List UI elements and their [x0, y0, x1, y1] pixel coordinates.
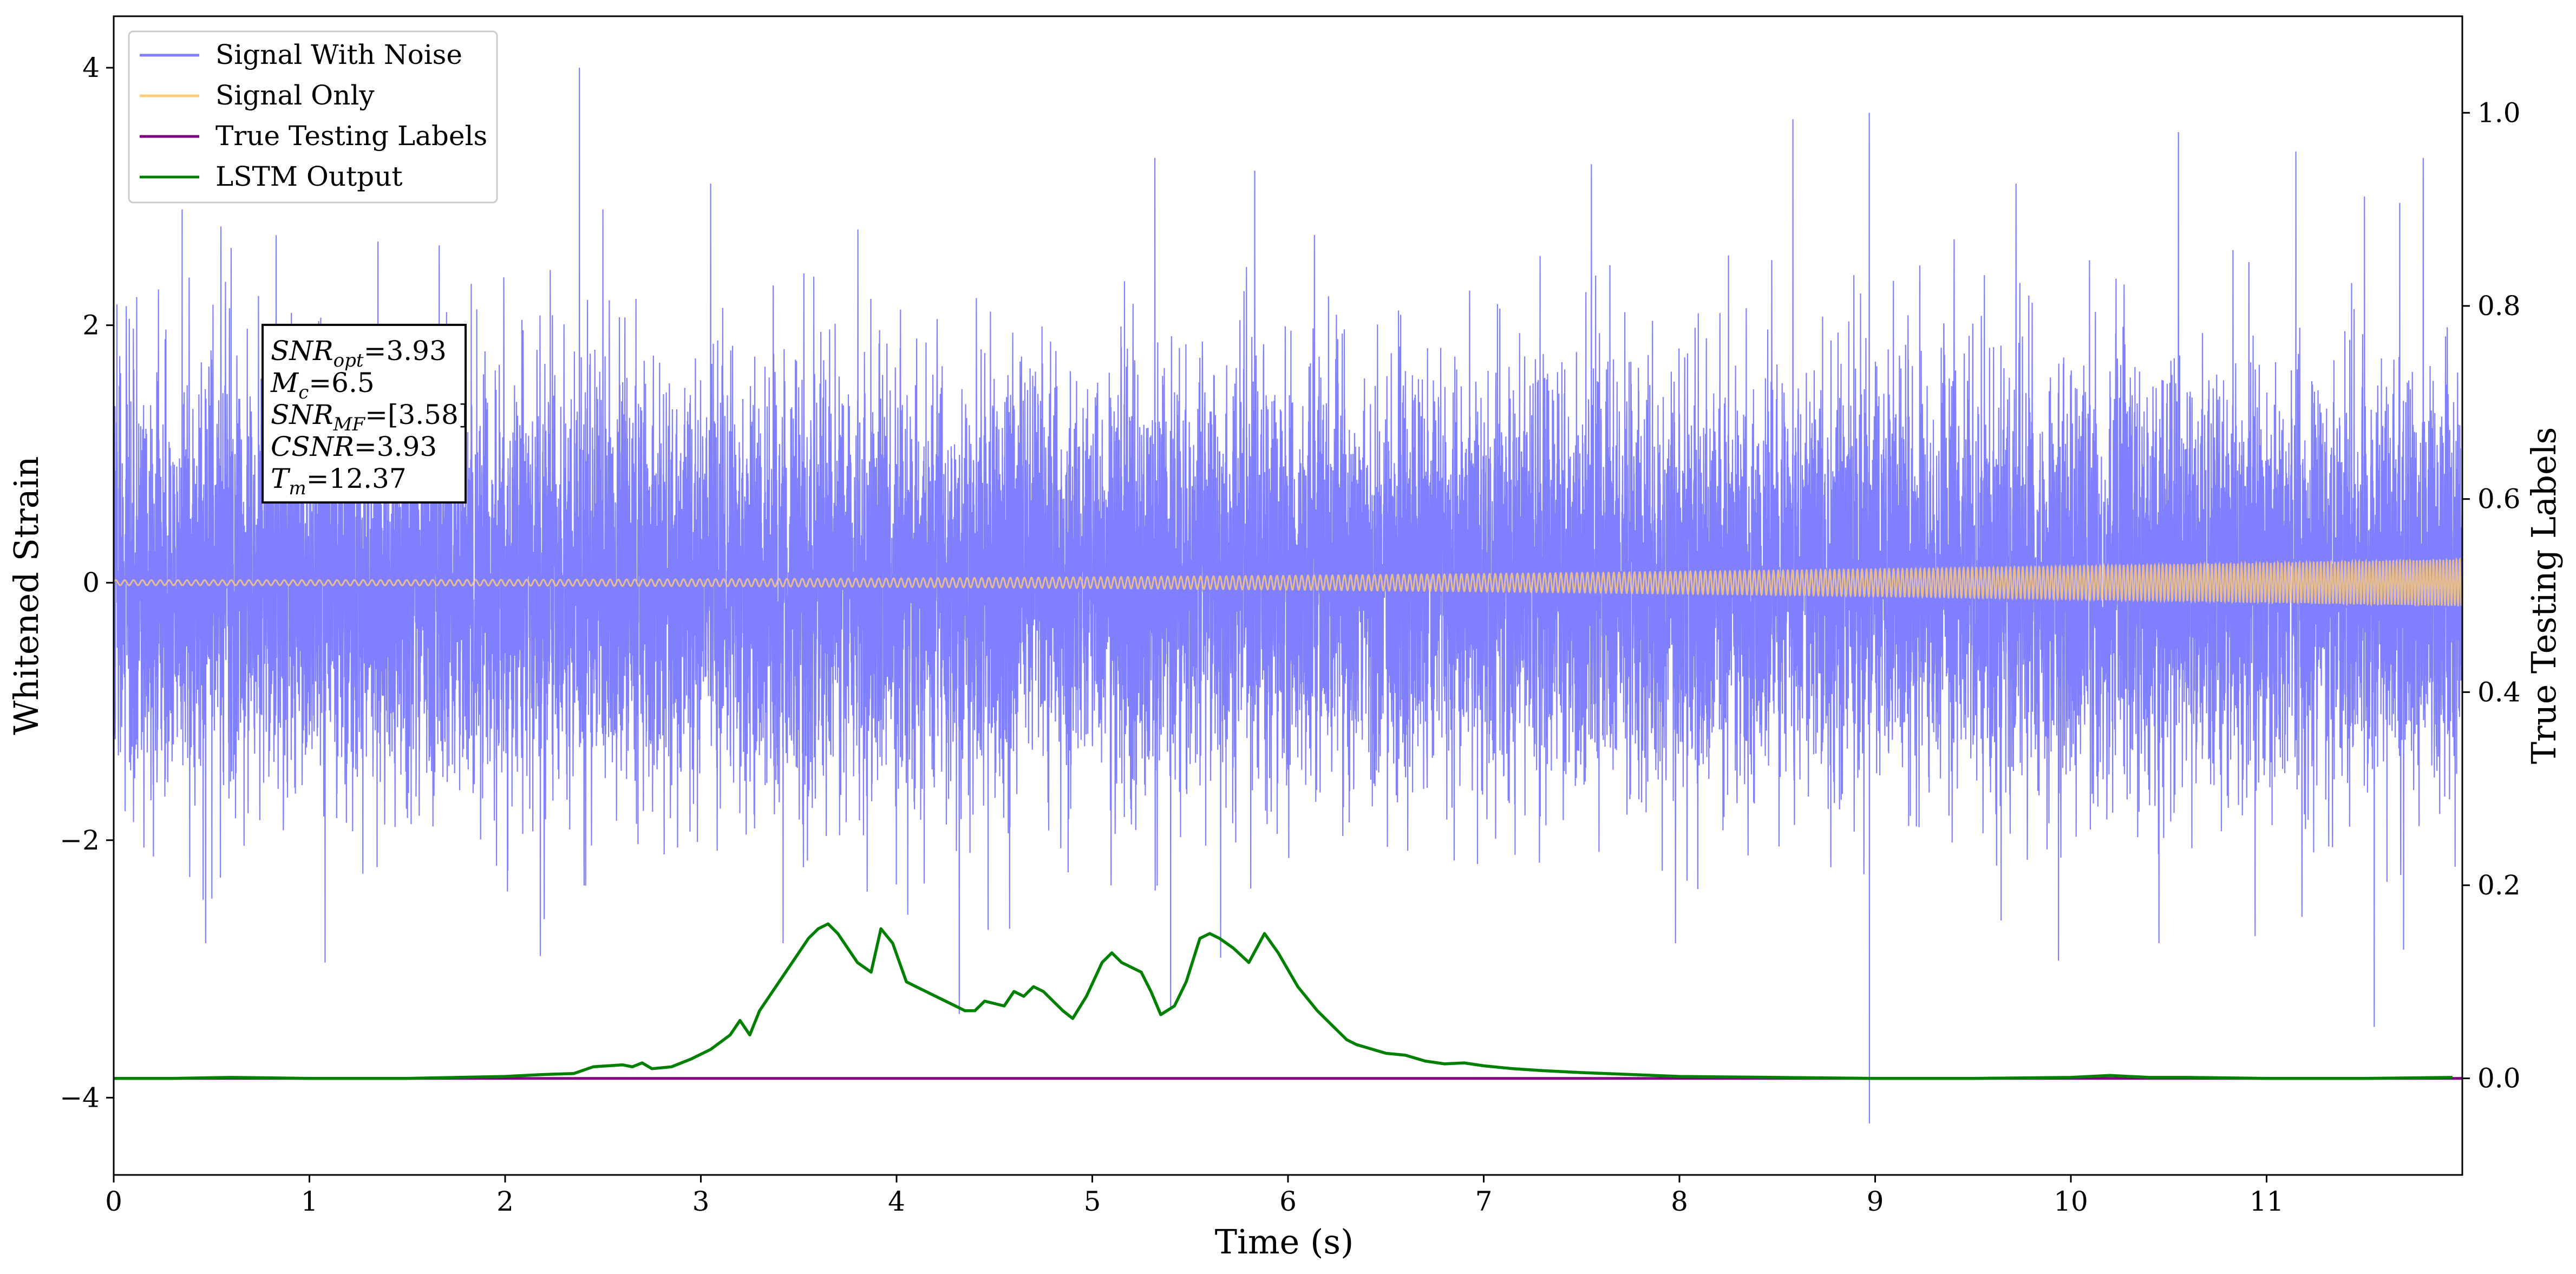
y-tick-label-left: −4 — [60, 1082, 100, 1113]
y-tick-label-right: 0.4 — [2477, 676, 2521, 708]
legend: Signal With Noise Signal Only True Testi… — [128, 30, 498, 204]
x-tick-label: 2 — [496, 1186, 514, 1217]
x-tick-label: 4 — [888, 1186, 905, 1217]
y-tick-label-left: 2 — [82, 310, 100, 341]
y-tick-label-right: 1.0 — [2477, 97, 2521, 128]
y-tick-label-left: 4 — [82, 52, 100, 83]
annotation-frame — [261, 324, 467, 504]
y-tick-label-right: 0.6 — [2477, 484, 2521, 515]
legend-box — [128, 30, 498, 204]
x-axis-title: Time (s) — [1215, 1222, 1354, 1262]
legend-label-signal-with-noise: Signal With Noise — [215, 39, 462, 70]
y-tick-label-left: 0 — [82, 567, 100, 598]
annotation-line-snr-mf: SNRMF=[3.58] — [271, 399, 469, 435]
x-tick-label: 9 — [1867, 1186, 1884, 1217]
y-tick-label-left: −2 — [60, 825, 100, 856]
x-tick-label: 1 — [301, 1186, 318, 1217]
annotation-line-snr-opt: SNRopt=3.93 — [271, 335, 447, 371]
series-signal-only — [114, 557, 2462, 607]
x-tick-label: 5 — [1084, 1186, 1101, 1217]
axes-layer: 0 1 2 3 4 5 6 7 8 9 10 11 −4 −2 0 2 4 0.0 0.2 0.4 0.6 0.8 1.0 — [60, 52, 2520, 1217]
x-tick-label: 10 — [2054, 1186, 2088, 1217]
x-tick-label: 11 — [2250, 1186, 2284, 1217]
x-tick-label: 3 — [692, 1186, 710, 1217]
y-tick-label-right: 0.2 — [2477, 870, 2521, 901]
y-axis-title-right: True Testing Labels — [2524, 427, 2564, 765]
legend-label-true-testing-labels: True Testing Labels — [215, 120, 487, 152]
y-tick-label-right: 0.8 — [2477, 290, 2521, 322]
x-tick-label: 8 — [1671, 1186, 1688, 1217]
y-tick-label-right: 0.0 — [2477, 1063, 2521, 1094]
x-tick-label: 6 — [1279, 1186, 1297, 1217]
annotation-line-tm: Tm=12.37 — [271, 463, 407, 499]
annotation-line-csnr: CSNR=3.93 — [271, 431, 437, 462]
legend-label-signal-only: Signal Only — [215, 80, 375, 111]
series-signal-with-noise — [114, 68, 2462, 1123]
x-tick-label: 7 — [1475, 1186, 1493, 1217]
annotation-line-mc: Mc=6.5 — [270, 367, 375, 403]
y-axis-title-left: Whitened Strain — [6, 456, 46, 735]
x-tick-label: 0 — [105, 1186, 122, 1217]
legend-label-lstm-output: LSTM Output — [215, 161, 402, 192]
annotation-box: SNRopt=3.93 Mc=6.5 SNRMF=[3.58] CSNR=3.9… — [261, 324, 469, 504]
series-lstm-output — [114, 922, 2453, 1080]
series-layer — [114, 68, 2462, 1123]
